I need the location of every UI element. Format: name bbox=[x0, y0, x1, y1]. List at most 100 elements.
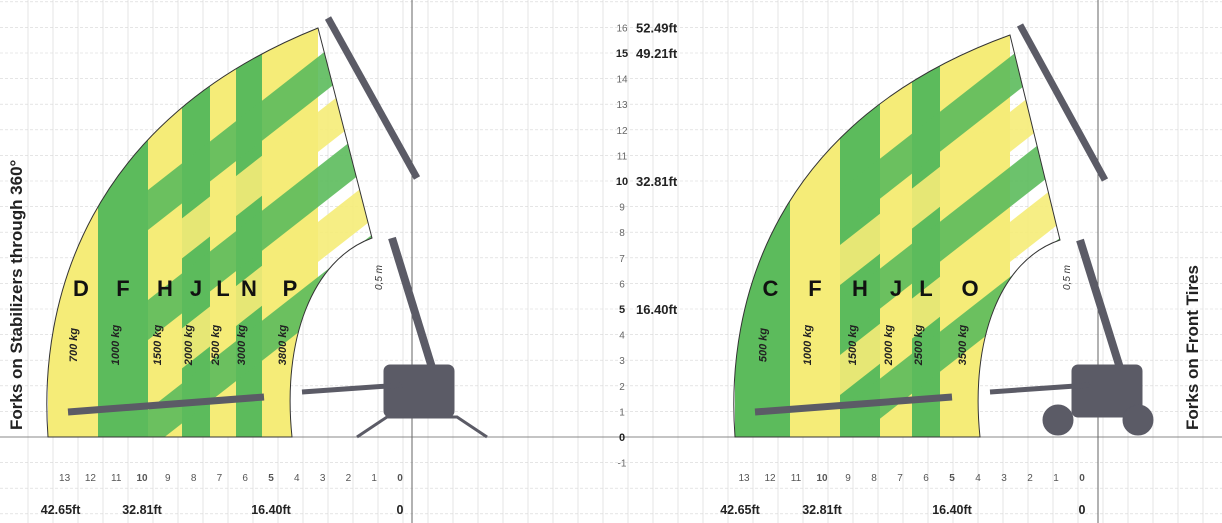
x-ft-label: 32.81ft bbox=[802, 503, 842, 517]
y-ft-label: 52.49ft bbox=[636, 20, 678, 35]
x-tick-label: 12 bbox=[85, 473, 97, 484]
y-tick-label: 3 bbox=[619, 356, 625, 367]
y-tick-label: 1 bbox=[619, 407, 625, 418]
y-tick-label: 15 bbox=[616, 48, 628, 60]
zone-load-label: 500 kg bbox=[758, 328, 770, 363]
y-tick-label: 9 bbox=[619, 203, 625, 214]
zone-stripe bbox=[840, 175, 1060, 395]
x-tick-label: 13 bbox=[59, 473, 71, 484]
x-tick-label: 8 bbox=[191, 473, 197, 484]
x-tick-label: 9 bbox=[165, 473, 171, 484]
boom-short bbox=[301, 382, 403, 395]
zone-load-label: 2000 kg bbox=[883, 325, 895, 367]
x-tick-label: 13 bbox=[738, 473, 750, 484]
front-tire bbox=[1042, 404, 1074, 436]
zone-letter: L bbox=[216, 276, 229, 301]
zone-letter: H bbox=[852, 276, 868, 301]
chart-panel-stabilizers: D 700 kg F 1000 kg H 1500 kg J 2000 kg L 2500 kg N… bbox=[7, 16, 488, 517]
x-tick-label: 5 bbox=[949, 473, 955, 484]
panel-title: Forks on Front Tires bbox=[1183, 265, 1202, 430]
zone-stripe bbox=[148, 175, 372, 395]
zone-letter: J bbox=[190, 276, 202, 301]
y-tick-label: 6 bbox=[619, 279, 625, 290]
panel-title: Forks on Stabilizers through 360° bbox=[7, 159, 26, 430]
y-tick-label: 12 bbox=[616, 126, 628, 137]
x-ft-label: 32.81ft bbox=[122, 503, 162, 517]
rear-tire bbox=[1122, 404, 1154, 436]
x-tick-label: 10 bbox=[816, 473, 828, 484]
zone-load-label: 1000 kg bbox=[110, 325, 122, 366]
zone-stripe bbox=[840, 35, 1060, 230]
zone-stripe bbox=[840, 120, 1060, 340]
zone-letter: O bbox=[961, 276, 978, 301]
x-tick-label: 6 bbox=[923, 473, 929, 484]
zone-stripe bbox=[840, 65, 1060, 285]
zone-letter: J bbox=[890, 276, 902, 301]
y-tick-label: 10 bbox=[616, 176, 628, 188]
x-ft-label: 16.40ft bbox=[251, 503, 291, 517]
zone-load-label: 2500 kg bbox=[913, 325, 925, 367]
x-tick-label: 1 bbox=[1053, 473, 1059, 484]
x-tick-label: 0 bbox=[397, 473, 403, 484]
zone-stripe bbox=[148, 120, 372, 340]
x-ft-label: 0 bbox=[1079, 503, 1086, 517]
zone-letter: F bbox=[808, 276, 821, 301]
boom-upper bbox=[1016, 23, 1109, 182]
zone-letter: N bbox=[241, 276, 257, 301]
x-tick-label: 11 bbox=[791, 473, 802, 484]
annotation-text: 0,5 m bbox=[374, 265, 385, 290]
machine-body bbox=[1071, 364, 1143, 418]
y-tick-label: -1 bbox=[618, 459, 627, 470]
x-tick-label: 12 bbox=[764, 473, 776, 484]
x-tick-label: 4 bbox=[975, 473, 981, 484]
x-tick-label: 1 bbox=[371, 473, 377, 484]
zone-letter: D bbox=[73, 276, 89, 301]
x-tick-label: 2 bbox=[346, 473, 352, 484]
zone-letter: L bbox=[919, 276, 932, 301]
zone-load-label: 3000 kg bbox=[236, 325, 248, 366]
x-tick-label: 3 bbox=[1001, 473, 1007, 484]
y-tick-label: 7 bbox=[619, 254, 625, 265]
x-ft-label: 0 bbox=[397, 503, 404, 517]
zone-load-label: 3500 kg bbox=[957, 325, 969, 366]
x-tick-label: 3 bbox=[320, 473, 326, 484]
zone-letter: P bbox=[283, 276, 298, 301]
y-ft-label: 32.81ft bbox=[636, 174, 678, 189]
stabilizer-legs bbox=[356, 415, 488, 439]
y-tick-label: 14 bbox=[616, 75, 628, 86]
y-tick-label: 13 bbox=[616, 100, 628, 111]
machine-body bbox=[383, 364, 455, 418]
y-tick-label: 0 bbox=[619, 432, 625, 444]
y-tick-label: 4 bbox=[619, 331, 625, 342]
zone-load-label: 3800 kg bbox=[277, 325, 289, 366]
y-tick-label: 5 bbox=[619, 304, 625, 316]
zone-load-label: 1500 kg bbox=[152, 325, 164, 366]
x-tick-label: 5 bbox=[268, 473, 274, 484]
boom-short bbox=[989, 382, 1091, 395]
zone-stripe bbox=[148, 65, 372, 285]
zone-letter: F bbox=[116, 276, 129, 301]
zone-bands bbox=[735, 35, 1060, 437]
zone-band bbox=[735, 35, 790, 437]
envelope-outline bbox=[733, 34, 1061, 438]
y-ft-label: 49.21ft bbox=[636, 46, 678, 61]
zone-load-label: 2500 kg bbox=[210, 325, 222, 367]
zone-stripe bbox=[148, 28, 372, 230]
telehandler-silhouette bbox=[67, 16, 488, 439]
annotation-text: 0,5 m bbox=[1062, 265, 1073, 290]
x-tick-label: 11 bbox=[111, 473, 122, 484]
zone-band bbox=[790, 35, 840, 437]
x-tick-label: 0 bbox=[1079, 473, 1085, 484]
y-tick-label: 8 bbox=[619, 228, 625, 239]
zone-load-label: 700 kg bbox=[68, 328, 80, 363]
zone-load-label: 2000 kg bbox=[183, 325, 195, 367]
zone-letter: C bbox=[763, 276, 779, 301]
y-ft-label: 16.40ft bbox=[636, 302, 678, 317]
y-tick-label: 2 bbox=[619, 382, 625, 393]
zone-band bbox=[98, 28, 148, 437]
x-tick-label: 4 bbox=[294, 473, 300, 484]
telehandler-silhouette bbox=[754, 23, 1154, 436]
x-tick-label: 2 bbox=[1027, 473, 1033, 484]
chart-panel-front-tires: C 500 kg F 1000 kg H 1500 kg J 2000 kg L 2500 kg O… bbox=[720, 23, 1202, 517]
